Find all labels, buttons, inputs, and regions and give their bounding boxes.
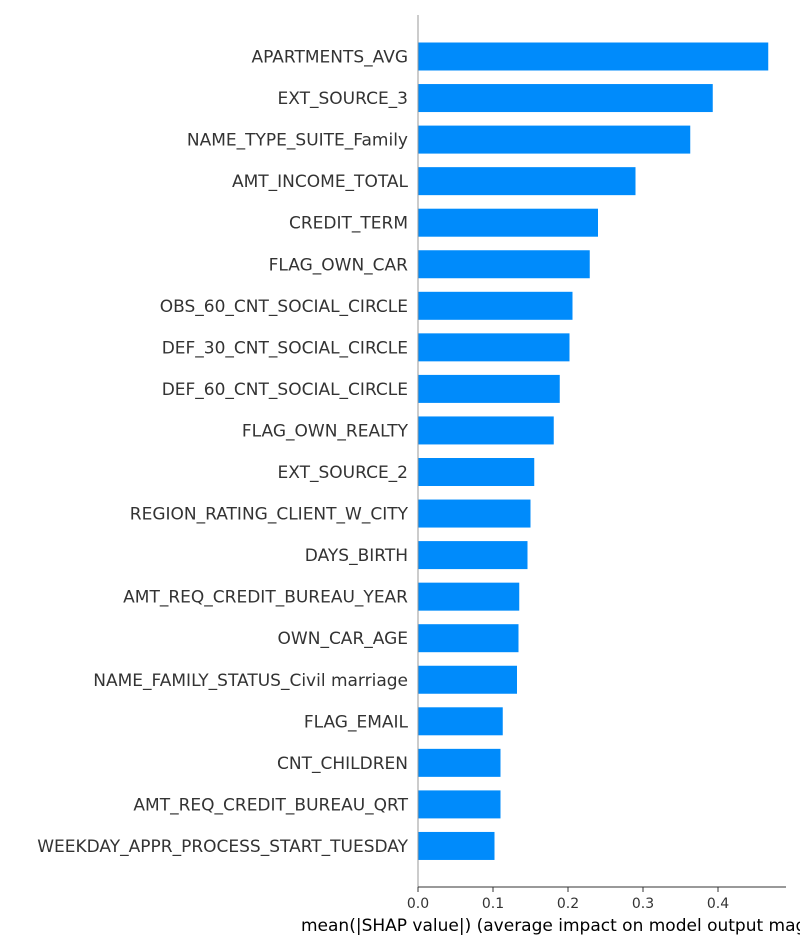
bar-8 bbox=[418, 333, 570, 362]
bar-10 bbox=[418, 416, 554, 445]
y-tick-label-4: AMT_INCOME_TOTAL bbox=[232, 172, 409, 192]
y-tick-label-14: AMT_REQ_CREDIT_BUREAU_YEAR bbox=[123, 588, 408, 608]
x-axis-label: mean(|SHAP value|) (average impact on mo… bbox=[301, 916, 800, 936]
bars-group bbox=[418, 42, 769, 860]
bar-20 bbox=[418, 831, 495, 860]
bar-18 bbox=[418, 748, 501, 777]
y-tick-label-20: WEEKDAY_APPR_PROCESS_START_TUESDAY bbox=[37, 837, 408, 857]
y-tick-label-6: FLAG_OWN_CAR bbox=[269, 255, 409, 275]
bar-7 bbox=[418, 291, 573, 320]
x-tick-label-1: 0.0 bbox=[407, 896, 429, 912]
y-tick-label-1: APARTMENTS_AVG bbox=[251, 48, 408, 68]
y-tick-label-12: REGION_RATING_CLIENT_W_CITY bbox=[130, 505, 409, 525]
bar-4 bbox=[418, 167, 636, 196]
y-tick-label-11: EXT_SOURCE_2 bbox=[278, 463, 408, 483]
x-tick-label-2: 0.1 bbox=[482, 896, 504, 912]
y-tick-labels: APARTMENTS_AVG EXT_SOURCE_3 NAME_TYPE_SUIT… bbox=[37, 48, 408, 857]
y-tick-label-17: FLAG_EMAIL bbox=[304, 712, 409, 732]
bar-1 bbox=[418, 42, 769, 71]
bar-5 bbox=[418, 208, 598, 237]
bar-6 bbox=[418, 250, 590, 279]
bar-11 bbox=[418, 458, 535, 486]
y-tick-label-19: AMT_REQ_CREDIT_BUREAU_QRT bbox=[133, 795, 408, 815]
bar-2 bbox=[418, 84, 713, 113]
y-tick-label-15: OWN_CAR_AGE bbox=[278, 629, 408, 649]
y-tick-label-16: NAME_FAMILY_STATUS_Civil marriage bbox=[93, 671, 408, 691]
bar-12 bbox=[418, 499, 531, 528]
y-tick-label-5: CREDIT_TERM bbox=[289, 214, 408, 234]
bar-19 bbox=[418, 790, 501, 819]
y-tick-label-2: EXT_SOURCE_3 bbox=[278, 89, 408, 109]
y-tick-label-3: NAME_TYPE_SUITE_Family bbox=[187, 131, 408, 151]
bar-3 bbox=[418, 125, 691, 154]
bar-17 bbox=[418, 707, 503, 736]
x-tick-label-5: 0.4 bbox=[707, 896, 729, 912]
y-tick-label-13: DAYS_BIRTH bbox=[305, 546, 408, 566]
x-ticks: 0.0 0.1 0.2 0.3 0.4 bbox=[407, 887, 729, 912]
bar-13 bbox=[418, 541, 528, 570]
bar-9 bbox=[418, 374, 560, 403]
y-tick-label-9: DEF_60_CNT_SOCIAL_CIRCLE bbox=[162, 380, 408, 400]
x-tick-label-3: 0.2 bbox=[557, 896, 579, 912]
y-tick-label-18: CNT_CHILDREN bbox=[277, 754, 408, 774]
x-tick-label-4: 0.3 bbox=[632, 896, 654, 912]
bar-15 bbox=[418, 624, 519, 653]
bar-14 bbox=[418, 582, 520, 611]
y-tick-label-10: FLAG_OWN_REALTY bbox=[242, 421, 409, 441]
bar-16 bbox=[418, 665, 517, 694]
y-tick-label-8: DEF_30_CNT_SOCIAL_CIRCLE bbox=[162, 338, 408, 358]
y-tick-label-7: OBS_60_CNT_SOCIAL_CIRCLE bbox=[160, 297, 408, 317]
